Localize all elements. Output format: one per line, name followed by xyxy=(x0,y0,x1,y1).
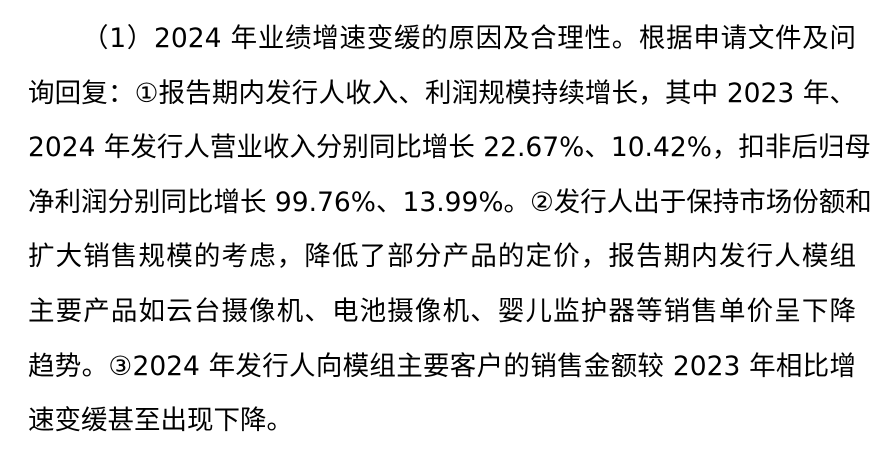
paragraph-line: 2024 年发行人营业收入分别同比增长 22.67%、10.42%，扣非后归母 xyxy=(28,132,871,164)
paragraph-line: 询回复：①报告期内发行人收入、利润规模持续增长，其中 2023 年、 xyxy=(28,77,856,109)
paragraph-line: 扩大销售规模的考虑，降低了部分产品的定价，报告期内发行人模组 xyxy=(28,241,856,273)
paragraph-line: 主要产品如云台摄像机、电池摄像机、婴儿监护器等销售单价呈下降 xyxy=(28,295,856,327)
paragraph-line: 净利润分别同比增长 99.76%、13.99%。②发行人出于保持市场份额和 xyxy=(28,186,872,218)
paragraph-line: 趋势。③2024 年发行人向模组主要客户的销售金额较 2023 年相比增 xyxy=(28,350,856,382)
document-paragraph: （1）2024 年业绩增速变缓的原因及合理性。根据申请文件及问 询回复：①报告期… xyxy=(28,12,872,449)
paragraph-line: 速变缓甚至出现下降。 xyxy=(28,405,293,437)
paragraph-line: （1）2024 年业绩增速变缓的原因及合理性。根据申请文件及问 xyxy=(82,23,856,54)
